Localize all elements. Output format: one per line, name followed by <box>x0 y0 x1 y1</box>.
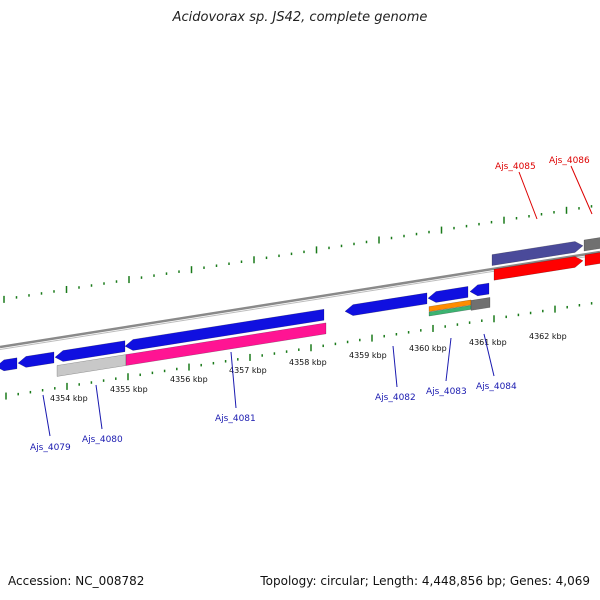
gene-label-ajs-4080[interactable]: Ajs_4080 <box>82 435 123 445</box>
gene-label-ajs-4085[interactable]: Ajs_4085 <box>495 162 536 172</box>
gene-leader-line <box>518 171 538 220</box>
tick-label-kbp: 4362 kbp <box>529 332 567 341</box>
gene-arrow-ajs-4083[interactable] <box>427 286 469 303</box>
gene-label-ajs-4083[interactable]: Ajs_4083 <box>426 387 467 397</box>
gene-feature-dark-2[interactable] <box>583 237 600 252</box>
gene-leader-line <box>95 384 103 430</box>
gene-feature-pink[interactable] <box>125 322 327 366</box>
tick-label-kbp: 4355 kbp <box>110 385 148 394</box>
gene-leader-line <box>42 394 51 437</box>
gene-label-ajs-4079[interactable]: Ajs_4079 <box>30 443 71 453</box>
gene-leader-line <box>570 165 593 215</box>
gene-arrow-ajs-4080[interactable] <box>17 351 55 368</box>
gene-leader-line <box>392 345 398 388</box>
tick-label-kbp: 4361 kbp <box>469 338 507 347</box>
tick-label-kbp: 4357 kbp <box>229 366 267 375</box>
tick-label-kbp: 4359 kbp <box>349 351 387 360</box>
gene-label-ajs-4082[interactable]: Ajs_4082 <box>375 393 416 403</box>
tick-label-kbp: 4356 kbp <box>170 375 208 384</box>
backbone-line <box>0 250 600 349</box>
map-title: Acidovorax sp. JS42, complete genome <box>172 10 428 25</box>
tick-label-kbp: 4354 kbp <box>50 394 88 403</box>
gene-label-ajs-4081[interactable]: Ajs_4081 <box>215 414 256 424</box>
gene-label-ajs-4086[interactable]: Ajs_4086 <box>549 156 590 166</box>
gene-arrow-ajs-4082[interactable] <box>344 292 428 316</box>
gene-feature-dark[interactable] <box>470 297 491 311</box>
gene-label-ajs-4084[interactable]: Ajs_4084 <box>476 382 517 392</box>
tick-label-kbp: 4360 kbp <box>409 344 447 353</box>
gene-arrow-ajs-4084[interactable] <box>469 282 490 297</box>
gene-arrow-ajs-4085[interactable] <box>491 241 584 266</box>
gene-leader-line <box>445 337 452 382</box>
genome-summary-text: Topology: circular; Length: 4,448,856 bp… <box>260 574 590 588</box>
tick-label-kbp: 4358 kbp <box>289 358 327 367</box>
gene-arrow-ajs-4081[interactable] <box>124 308 325 351</box>
accession-text: Accession: NC_008782 <box>8 574 145 588</box>
gene-arrow-ajs-4086[interactable] <box>584 252 600 267</box>
gene-arrow-ajs-4080b[interactable] <box>54 340 126 362</box>
gene-leader-line <box>230 351 237 409</box>
gene-leader-line <box>483 333 495 377</box>
gene-arrow-ajs-4079[interactable] <box>0 357 18 372</box>
gene-arrow-ajs-4085-red[interactable] <box>493 256 584 281</box>
